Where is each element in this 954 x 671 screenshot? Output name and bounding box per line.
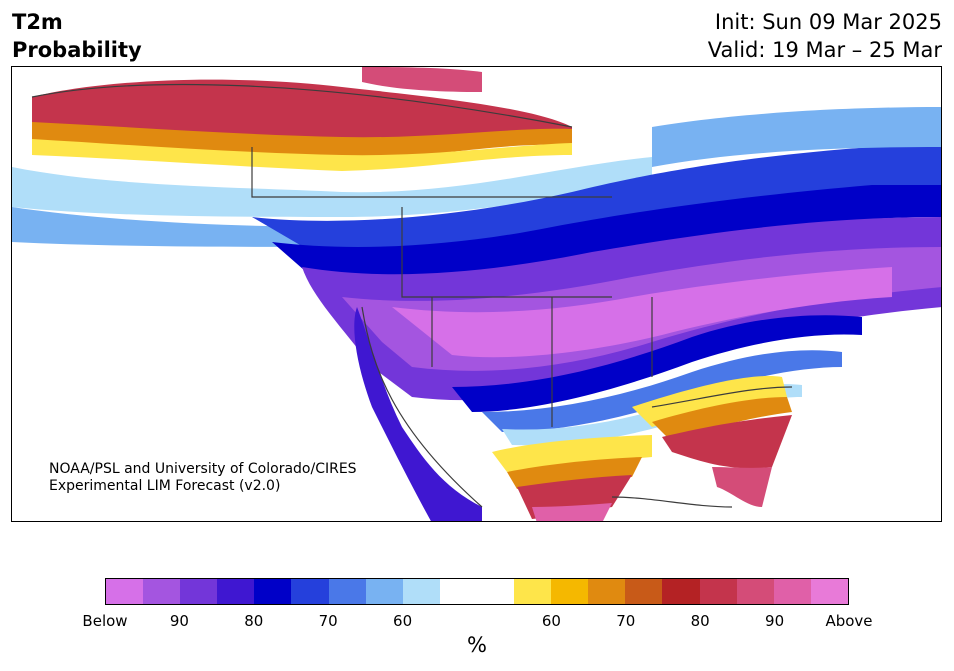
band-tx-orange	[507, 457, 642, 489]
band-deep-blue	[272, 185, 941, 279]
colorbar-segment	[662, 579, 700, 604]
credit-text: NOAA/PSL and University of Colorado/CIRE…	[49, 461, 357, 495]
metric-label: Probability	[12, 38, 142, 62]
colorbar-segment	[736, 579, 774, 604]
colorbar-segment	[625, 579, 663, 604]
band-arctic-pink	[362, 67, 482, 92]
colorbar-tick-label: 60	[393, 612, 413, 630]
band-se-pink	[712, 467, 772, 507]
band-se-red	[662, 415, 792, 469]
colorbar-segment	[810, 579, 848, 604]
colorbar-segment	[476, 579, 515, 604]
band-se-orange	[652, 397, 792, 442]
map-title: T2m Probability	[12, 8, 142, 64]
colorbar-tick-label: 70	[616, 612, 636, 630]
band-us-blue	[482, 350, 842, 432]
colorbar-segment	[143, 579, 181, 604]
forecast-dates: Init: Sun 09 Mar 2025 Valid: 19 Mar – 25…	[708, 8, 942, 64]
credit-line-2: Experimental LIM Forecast (v2.0)	[49, 478, 281, 494]
colorbar-segment	[291, 579, 329, 604]
colorbar-segment	[365, 579, 403, 604]
colorbar-tick-label: Below	[82, 612, 128, 630]
colorbar-segment	[551, 579, 589, 604]
colorbar-segment	[514, 579, 552, 604]
credit-line-1: NOAA/PSL and University of Colorado/CIRE…	[49, 461, 357, 477]
band-violet	[392, 267, 892, 358]
colorbar-tick-label: 60	[541, 612, 561, 630]
init-date: Init: Sun 09 Mar 2025	[714, 10, 942, 34]
colorbar-segment	[773, 579, 811, 604]
probability-map	[11, 66, 942, 522]
colorbar-tick-label: Above	[825, 612, 873, 630]
map-canvas	[12, 67, 941, 521]
variable-label: T2m	[12, 10, 63, 34]
colorbar-tick-label: 70	[318, 612, 338, 630]
band-lightblue-north	[12, 157, 652, 217]
band-west-indigo	[354, 307, 482, 521]
band-yellow-north	[32, 139, 572, 171]
colorbar-segment	[402, 579, 440, 604]
colorbar-segment	[439, 579, 477, 604]
colorbar-tick-label: 90	[765, 612, 785, 630]
band-tx-pink	[532, 503, 612, 521]
colorbar-segment	[328, 579, 366, 604]
colorbar-segment	[699, 579, 737, 604]
band-se-yellow	[632, 376, 787, 427]
colorbar-unit: %	[467, 633, 487, 657]
colorbar-segment	[106, 579, 144, 604]
colorbar-tick-label: 80	[244, 612, 264, 630]
band-us-deep-blue	[452, 315, 862, 412]
colorbar-tick-label: 80	[690, 612, 710, 630]
colorbar-segment	[588, 579, 626, 604]
country-borders	[31, 83, 793, 508]
colorbar	[105, 578, 849, 605]
colorbar-tick-label: 90	[169, 612, 189, 630]
colorbar-segment	[254, 579, 292, 604]
colorbar-segment	[217, 579, 255, 604]
valid-range: Valid: 19 Mar – 25 Mar	[707, 38, 942, 62]
colorbar-segment	[180, 579, 218, 604]
band-tx-yellow	[492, 435, 652, 472]
band-mid-blue	[252, 147, 941, 254]
band-ne-blue	[652, 107, 941, 167]
